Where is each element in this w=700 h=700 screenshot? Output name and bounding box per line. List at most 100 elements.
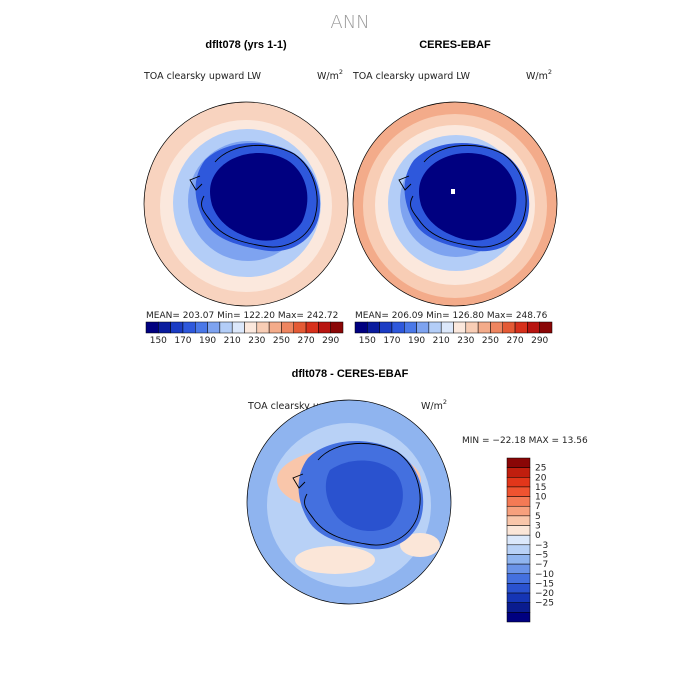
colorbar-diff-tick-7: 0: [535, 531, 541, 541]
colorbar-obs-tick-6: 270: [506, 336, 523, 346]
colorbar-diff-swatch-0: [506, 457, 531, 468]
colorbar-diff-tick-6: 3: [535, 522, 541, 532]
colorbar-obs-tick-1: 170: [383, 336, 400, 346]
map-diff-border: [246, 399, 452, 605]
variable-label-diff: TOA clearsky upward LW: [247, 401, 366, 412]
units-exp-obs: 2: [548, 68, 552, 76]
colorbar-model-tick-4: 230: [248, 336, 265, 346]
units-base-diff: W/m: [421, 401, 443, 412]
colorbar-diff-swatch-15: [506, 602, 531, 613]
colorbar-model-swatch-14: [318, 321, 331, 334]
colorbar-diff-swatch-6: [506, 515, 531, 526]
colorbar-obs-tick-7: 290: [531, 336, 548, 346]
colorbar-obs-swatch-14: [527, 321, 540, 334]
coast-diff: [292, 442, 421, 546]
colorbar-obs-swatch-8: [453, 321, 467, 334]
stats-obs: MEAN= 206.09 Min= 126.80 Max= 248.76: [355, 311, 548, 321]
colorbar-obs-swatch-5: [416, 321, 430, 334]
colorbar-model-tick-1: 170: [174, 336, 191, 346]
field-diff-5: [400, 533, 440, 557]
colorbar-model-tick-0: 150: [150, 336, 167, 346]
colorbar-model-swatch-3: [182, 321, 196, 334]
units-label-obs: W/m2: [526, 68, 552, 82]
colorbar-model-tick-2: 190: [199, 336, 216, 346]
stats-diff: MIN = −22.18 MAX = 13.56: [462, 436, 588, 446]
colorbar-diff-swatch-16: [506, 612, 531, 623]
colorbar-diff-swatch-1: [506, 467, 531, 478]
colorbar-diff-tick-8: −3: [535, 541, 548, 551]
figure-title: ANN: [330, 12, 369, 33]
colorbar-obs-tick-5: 250: [482, 336, 499, 346]
colorbar-diff-swatch-13: [506, 583, 531, 594]
colorbar-obs: 150 170 190 210 230 250 270 290: [354, 321, 553, 346]
colorbar-diff-swatch-2: [506, 477, 531, 488]
colorbar-model-tick-7: 290: [322, 336, 339, 346]
colorbar-diff-swatch-8: [506, 534, 531, 546]
colorbar-model-tick-5: 250: [273, 336, 290, 346]
colorbar-model-tick-3: 210: [224, 336, 241, 346]
colorbar-obs-tick-3: 210: [433, 336, 450, 346]
colorbar-diff-tick-2: 15: [535, 483, 546, 493]
colorbar-model-swatch-9: [256, 321, 270, 334]
units-label-model: W/m2: [317, 68, 343, 82]
colorbar-obs-swatch-1: [367, 321, 380, 334]
colorbar-model-swatch-11: [281, 321, 294, 334]
colorbar-model-swatch-2: [170, 321, 184, 334]
colorbar-diff-swatch-3: [506, 486, 531, 497]
stats-model: MEAN= 203.07 Min= 122.20 Max= 242.72: [146, 311, 338, 321]
colorbar-diff-swatch-7: [506, 525, 531, 536]
units-exp-model: 2: [339, 68, 343, 76]
colorbar-diff-swatch-9: [506, 544, 531, 555]
colorbar-obs-swatch-7: [440, 321, 454, 334]
units-exp-diff: 2: [443, 398, 447, 406]
colorbar-model-swatch-4: [195, 321, 208, 334]
colorbar-model-tick-6: 270: [297, 336, 314, 346]
colorbar-diff-tick-11: −10: [535, 570, 554, 580]
colorbar-obs-swatch-6: [428, 321, 442, 334]
continent-obs-inner: [419, 152, 517, 241]
colorbar-diff-tick-0: 25: [535, 464, 546, 474]
colorbar-obs-swatch-13: [514, 321, 528, 334]
variable-label-obs: TOA clearsky upward LW: [352, 71, 471, 82]
colorbar-diff-tick-10: −7: [535, 560, 548, 570]
colorbar-model-swatch-0: [145, 321, 159, 334]
colorbar-diff-tick-9: −5: [535, 550, 548, 560]
colorbar-diff-tick-4: 7: [535, 502, 541, 512]
colorbar-obs-swatch-12: [502, 321, 516, 334]
colorbar-diff-tick-5: 5: [535, 512, 541, 522]
colorbar-model-swatch-8: [244, 321, 258, 334]
colorbar-diff-tick-1: 20: [535, 473, 547, 483]
colorbar-diff-swatch-4: [506, 496, 531, 507]
colorbar-obs-swatch-15: [539, 321, 553, 334]
colorbar-diff-tick-12: −15: [535, 579, 554, 589]
field-diff-4: [295, 546, 375, 574]
colorbar-obs-swatch-9: [465, 321, 479, 334]
colorbar-obs-swatch-10: [477, 321, 491, 334]
coast-model: [189, 144, 318, 248]
colorbar-diff-swatch-5: [506, 505, 531, 517]
colorbar-obs-tick-0: 150: [359, 336, 376, 346]
variable-label-model: TOA clearsky upward LW: [143, 71, 262, 82]
colorbar-diff-tick-13: −20: [535, 589, 554, 599]
colorbar-obs-swatch-11: [490, 321, 503, 334]
continent-diff-core: [325, 460, 403, 532]
panel-title-model: dflt078 (yrs 1-1): [205, 39, 287, 51]
colorbar-diff-swatch-12: [506, 573, 531, 584]
colorbar-obs-swatch-2: [379, 321, 393, 334]
colorbar-model-swatch-1: [158, 321, 171, 334]
colorbar-diff-tick-3: 10: [535, 493, 547, 503]
colorbar-diff-swatch-14: [506, 592, 531, 603]
map-model: [144, 102, 348, 306]
colorbar-model-swatch-10: [268, 321, 282, 334]
colorbar-diff-tick-14: −25: [535, 599, 554, 609]
missing-data-dot: [451, 189, 455, 194]
map-obs-border: [352, 101, 558, 307]
units-base-obs: W/m: [526, 71, 548, 82]
map-model-border: [143, 101, 349, 307]
colorbar-obs-tick-2: 190: [408, 336, 425, 346]
colorbar-obs-tick-4: 230: [457, 336, 474, 346]
panel-title-obs: CERES-EBAF: [419, 39, 491, 51]
continent-model-inner: [210, 152, 308, 241]
